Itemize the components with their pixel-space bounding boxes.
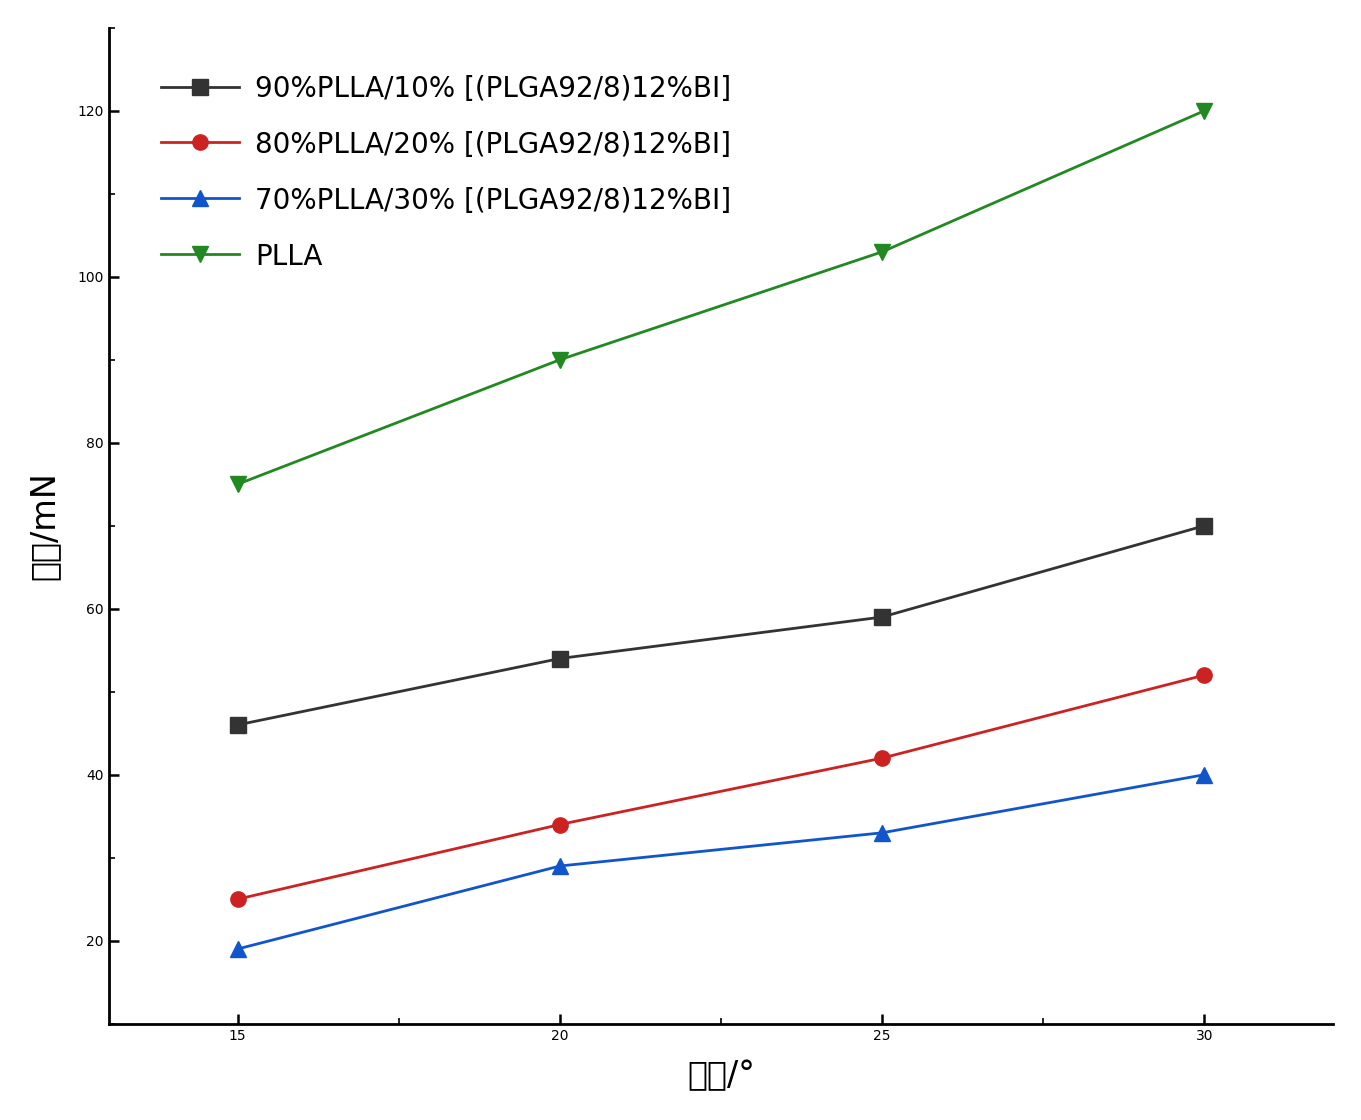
80%PLLA/20% [(PLGA92/8)12%BI] <box>230 893 246 906</box>
Line: 80%PLLA/20% [(PLGA92/8)12%BI]: 80%PLLA/20% [(PLGA92/8)12%BI] <box>230 668 1211 907</box>
70%PLLA/30% [(PLGA92/8)12%BI] <box>874 827 890 840</box>
90%PLLA/10% [(PLGA92/8)12%BI] <box>230 718 246 731</box>
90%PLLA/10% [(PLGA92/8)12%BI] <box>874 610 890 624</box>
70%PLLA/30% [(PLGA92/8)12%BI] <box>1196 768 1213 782</box>
80%PLLA/20% [(PLGA92/8)12%BI] <box>551 818 568 831</box>
Line: PLLA: PLLA <box>230 103 1211 492</box>
90%PLLA/10% [(PLGA92/8)12%BI] <box>1196 519 1213 532</box>
PLLA <box>230 477 246 491</box>
PLLA <box>1196 104 1213 118</box>
X-axis label: 角度/°: 角度/° <box>687 1060 755 1092</box>
90%PLLA/10% [(PLGA92/8)12%BI] <box>551 652 568 665</box>
PLLA <box>874 245 890 259</box>
70%PLLA/30% [(PLGA92/8)12%BI] <box>551 859 568 872</box>
Line: 70%PLLA/30% [(PLGA92/8)12%BI]: 70%PLLA/30% [(PLGA92/8)12%BI] <box>230 767 1211 956</box>
Legend: 90%PLLA/10% [(PLGA92/8)12%BI], 80%PLLA/20% [(PLGA92/8)12%BI], 70%PLLA/30% [(PLGA: 90%PLLA/10% [(PLGA92/8)12%BI], 80%PLLA/2… <box>147 62 746 284</box>
Line: 90%PLLA/10% [(PLGA92/8)12%BI]: 90%PLLA/10% [(PLGA92/8)12%BI] <box>230 519 1211 732</box>
80%PLLA/20% [(PLGA92/8)12%BI] <box>1196 669 1213 682</box>
70%PLLA/30% [(PLGA92/8)12%BI] <box>230 942 246 955</box>
PLLA <box>551 353 568 366</box>
Y-axis label: 力値/mN: 力値/mN <box>27 472 61 580</box>
80%PLLA/20% [(PLGA92/8)12%BI] <box>874 752 890 765</box>
